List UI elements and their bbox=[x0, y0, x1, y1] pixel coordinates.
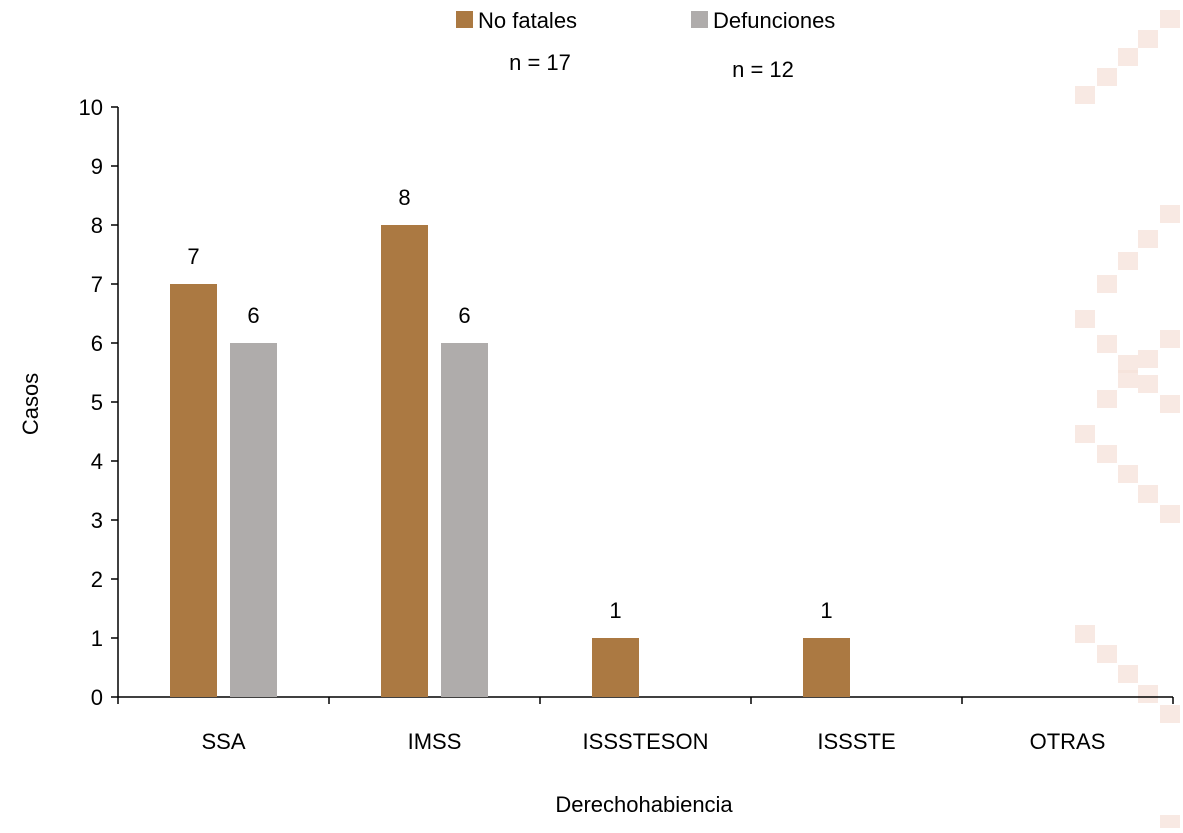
pattern-cell bbox=[1160, 330, 1180, 348]
y-tick-label: 6 bbox=[91, 331, 103, 356]
pattern-cell bbox=[1160, 10, 1180, 28]
pattern-cell bbox=[1160, 505, 1180, 523]
data-label: 1 bbox=[820, 598, 832, 623]
pattern-cell bbox=[1138, 350, 1158, 368]
pattern-cell bbox=[1160, 205, 1180, 223]
data-label: 8 bbox=[398, 185, 410, 210]
legend-swatch bbox=[456, 11, 473, 28]
pattern-cell bbox=[1138, 230, 1158, 248]
data-label: 6 bbox=[458, 303, 470, 328]
y-tick-label: 4 bbox=[91, 449, 103, 474]
pattern-cell bbox=[1160, 815, 1180, 833]
chart-axes: 0 1 2 3 4 5 6 7 8 9 10 SSA IMSS ISSSTESON ISSSTE OTRAS bbox=[79, 95, 1174, 754]
x-tick-label: ISSSTE bbox=[817, 729, 895, 754]
bar bbox=[441, 343, 488, 697]
pattern-cell bbox=[1118, 252, 1138, 270]
pattern-cell bbox=[1097, 68, 1117, 86]
pattern-cell bbox=[1118, 48, 1138, 66]
y-tick-label: 2 bbox=[91, 567, 103, 592]
x-tick-label: SSA bbox=[201, 729, 245, 754]
pattern-cell bbox=[1075, 425, 1095, 443]
legend-note: n = 17 bbox=[509, 50, 571, 75]
x-tick-label: OTRAS bbox=[1030, 729, 1106, 754]
legend-label: Defunciones bbox=[713, 8, 835, 33]
data-labels: 7 8 1 1 6 6 bbox=[187, 185, 832, 623]
pattern-cell bbox=[1075, 625, 1095, 643]
pattern-cell bbox=[1160, 395, 1180, 413]
y-tick-label: 0 bbox=[91, 685, 103, 710]
pattern-cell bbox=[1160, 705, 1180, 723]
bar bbox=[170, 284, 217, 697]
pattern-cell bbox=[1075, 86, 1095, 104]
data-label: 6 bbox=[247, 303, 259, 328]
pattern-cell bbox=[1097, 390, 1117, 408]
x-tick-label: ISSSTESON bbox=[583, 729, 709, 754]
y-tick-label: 1 bbox=[91, 626, 103, 651]
pattern-cell bbox=[1118, 355, 1138, 373]
data-label: 7 bbox=[187, 244, 199, 269]
x-axis-label: Derechohabiencia bbox=[555, 792, 733, 817]
legend-swatch bbox=[691, 11, 708, 28]
pattern-cell bbox=[1075, 310, 1095, 328]
bar bbox=[592, 638, 639, 697]
data-label: 1 bbox=[609, 598, 621, 623]
pattern-cell bbox=[1138, 30, 1158, 48]
pattern-cell bbox=[1118, 370, 1138, 388]
y-tick-label: 10 bbox=[79, 95, 103, 120]
legend-note: n = 12 bbox=[732, 57, 794, 82]
bar bbox=[230, 343, 277, 697]
pattern-cell bbox=[1138, 485, 1158, 503]
pattern-cell bbox=[1097, 335, 1117, 353]
y-tick-label: 9 bbox=[91, 154, 103, 179]
bar-marks bbox=[170, 225, 850, 697]
pattern-cell bbox=[1097, 275, 1117, 293]
legend: No fatales Defunciones n = 17 n = 12 bbox=[456, 8, 835, 82]
pattern-cell bbox=[1138, 375, 1158, 393]
pattern-cell bbox=[1138, 685, 1158, 703]
y-tick-label: 7 bbox=[91, 272, 103, 297]
bar bbox=[803, 638, 850, 697]
y-tick-label: 8 bbox=[91, 213, 103, 238]
y-tick-label: 3 bbox=[91, 508, 103, 533]
x-tick-label: IMSS bbox=[408, 729, 462, 754]
legend-label: No fatales bbox=[478, 8, 577, 33]
pattern-cell bbox=[1118, 465, 1138, 483]
bar bbox=[381, 225, 428, 697]
background-pattern bbox=[1075, 10, 1180, 833]
pattern-cell bbox=[1097, 445, 1117, 463]
y-tick-label: 5 bbox=[91, 390, 103, 415]
y-axis-label: Casos bbox=[18, 373, 43, 435]
pattern-cell bbox=[1118, 665, 1138, 683]
pattern-cell bbox=[1097, 645, 1117, 663]
